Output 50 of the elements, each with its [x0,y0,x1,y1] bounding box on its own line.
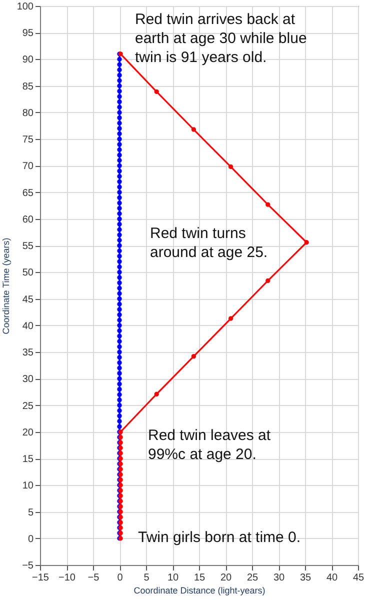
y-tick-label: 10 [22,480,34,492]
y-tick-label: 100 [16,2,34,12]
y-tick-label: 40 [22,320,34,332]
annotation: Red twin turns around at age 25. [150,225,268,261]
x-tick-label: −10 [58,572,76,584]
x-tick-label: 40 [326,572,338,584]
point [191,127,196,132]
x-tick-label: 45 [352,572,364,584]
y-axis-title: Coordinate Time (years) [0,238,11,334]
point [228,164,234,170]
y-tick-label: 0 [28,534,34,545]
y-tick-label: 95 [22,28,34,40]
y-tick-label: 20 [22,427,34,438]
y-tick-label: 80 [22,108,34,119]
point [228,316,234,321]
x-axis-title: Coordinate Distance (light-years) [134,586,266,596]
x-tick-label: 35 [300,572,312,584]
y-tick-label: 50 [22,268,34,279]
point [191,354,196,359]
y-tick-label: 85 [22,81,34,92]
y-tick-label: 30 [22,374,34,386]
point [154,89,159,94]
x-tick-label: 15 [194,572,206,584]
annotation: Twin girls born at time 0. [138,529,301,546]
y-tick-label: 55 [22,241,34,252]
x-tick-label: 25 [246,572,258,584]
y-tick-label: 25 [22,400,34,412]
point [266,278,270,284]
y-tick-label: 5 [28,507,34,518]
y-tick-label: 90 [22,54,34,66]
point [266,202,270,207]
y-tick-label: 45 [22,294,34,306]
y-tick-label: 75 [22,134,34,146]
x-tick-label: 5 [144,572,150,584]
x-tick-label: 10 [167,572,179,584]
annotation: Red twin leaves at 99%c at age 20. [148,427,272,463]
x-tick-label: 20 [220,572,232,584]
x-tick-label: 0 [117,572,124,584]
y-tick-label: 65 [22,188,34,199]
point [154,392,159,396]
point [304,240,309,245]
y-tick-label: −5 [22,560,34,572]
y-tick-label: 60 [22,214,34,226]
y-tick-label: 35 [22,348,34,359]
y-tick-label: 70 [22,161,34,172]
y-tick-label: 15 [22,454,34,466]
annotation: Red twin arrives back at earth at age 30 while blue twin is 91 years old. [135,11,307,66]
x-tick-label: 30 [273,572,285,584]
x-tick-label: −5 [88,572,100,584]
x-tick-label: −15 [32,572,50,584]
